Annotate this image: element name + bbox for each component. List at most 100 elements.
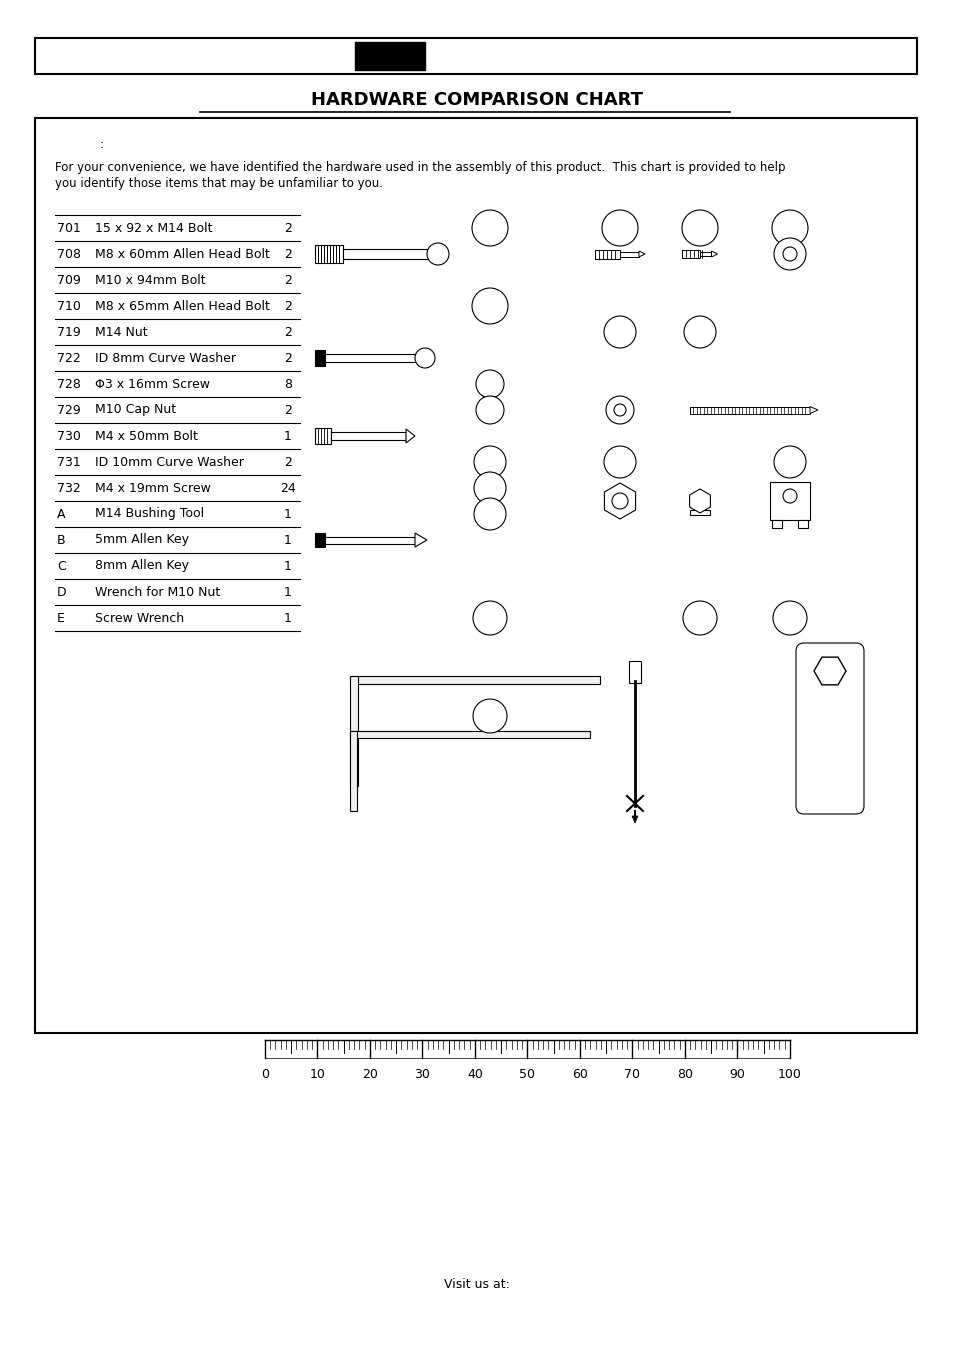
Bar <box>595 250 619 258</box>
Circle shape <box>472 209 507 246</box>
Text: 2: 2 <box>284 247 292 261</box>
Polygon shape <box>809 407 817 413</box>
Circle shape <box>476 370 503 399</box>
Text: 1: 1 <box>284 430 292 443</box>
Bar <box>769 482 809 520</box>
Bar <box>325 354 424 362</box>
Bar <box>797 520 807 528</box>
Bar <box>35 38 916 74</box>
Polygon shape <box>604 484 635 519</box>
Text: 1: 1 <box>284 585 292 598</box>
Text: 731: 731 <box>57 455 81 469</box>
Text: E: E <box>57 612 65 624</box>
Text: 0: 0 <box>261 1069 269 1081</box>
Text: 709: 709 <box>57 273 81 286</box>
Text: 30: 30 <box>415 1069 430 1081</box>
Text: 2: 2 <box>284 222 292 235</box>
Text: 40: 40 <box>467 1069 482 1081</box>
Text: M14 Bushing Tool: M14 Bushing Tool <box>95 508 204 520</box>
Text: 50: 50 <box>519 1069 535 1081</box>
Circle shape <box>474 499 505 530</box>
Text: :: : <box>100 139 104 151</box>
Text: 90: 90 <box>729 1069 744 1081</box>
Text: For your convenience, we have identified the hardware used in the assembly of th: For your convenience, we have identified… <box>55 162 784 174</box>
Text: 719: 719 <box>57 326 81 339</box>
Bar <box>343 249 437 259</box>
Text: M4 x 19mm Screw: M4 x 19mm Screw <box>95 481 211 494</box>
Text: M14 Nut: M14 Nut <box>95 326 148 339</box>
FancyBboxPatch shape <box>795 643 863 815</box>
Text: 24: 24 <box>280 481 295 494</box>
Text: B: B <box>57 534 66 547</box>
Text: 1: 1 <box>284 508 292 520</box>
Bar <box>314 245 343 263</box>
Text: M8 x 60mm Allen Head Bolt: M8 x 60mm Allen Head Bolt <box>95 247 270 261</box>
Text: ID 10mm Curve Washer: ID 10mm Curve Washer <box>95 455 244 469</box>
Bar <box>35 118 916 1034</box>
Text: 1: 1 <box>284 534 292 547</box>
Text: 80: 80 <box>677 1069 692 1081</box>
Text: Wrench for M10 Nut: Wrench for M10 Nut <box>95 585 220 598</box>
Circle shape <box>782 489 796 503</box>
Text: 1: 1 <box>284 612 292 624</box>
Text: A: A <box>57 508 66 520</box>
Text: 2: 2 <box>284 273 292 286</box>
Bar <box>689 509 709 515</box>
Text: 8mm Allen Key: 8mm Allen Key <box>95 559 189 573</box>
Text: 5mm Allen Key: 5mm Allen Key <box>95 534 189 547</box>
Bar <box>689 407 809 413</box>
Circle shape <box>614 404 625 416</box>
Bar <box>314 350 325 366</box>
Text: 60: 60 <box>572 1069 587 1081</box>
Text: M8 x 65mm Allen Head Bolt: M8 x 65mm Allen Head Bolt <box>95 300 270 312</box>
Circle shape <box>771 209 807 246</box>
Polygon shape <box>639 251 644 257</box>
Text: 710: 710 <box>57 300 81 312</box>
Circle shape <box>472 288 507 324</box>
Circle shape <box>782 247 796 261</box>
Text: 708: 708 <box>57 247 81 261</box>
Text: 20: 20 <box>362 1069 377 1081</box>
Text: 701: 701 <box>57 222 81 235</box>
Text: M4 x 50mm Bolt: M4 x 50mm Bolt <box>95 430 197 443</box>
Bar <box>350 731 356 811</box>
Text: M10 x 94mm Bolt: M10 x 94mm Bolt <box>95 273 206 286</box>
Text: Visit us at:: Visit us at: <box>443 1278 510 1292</box>
Bar <box>700 253 711 255</box>
Bar <box>628 661 640 684</box>
Bar <box>681 250 700 258</box>
Bar <box>619 251 639 257</box>
Text: 728: 728 <box>57 377 81 390</box>
Circle shape <box>601 209 638 246</box>
Text: 2: 2 <box>284 351 292 365</box>
Bar <box>350 731 589 738</box>
Text: 729: 729 <box>57 404 81 416</box>
Circle shape <box>473 601 506 635</box>
Bar <box>331 432 406 440</box>
Circle shape <box>683 316 716 349</box>
Circle shape <box>603 446 636 478</box>
Text: 722: 722 <box>57 351 81 365</box>
Circle shape <box>773 238 805 270</box>
Text: D: D <box>57 585 67 598</box>
Polygon shape <box>415 534 427 547</box>
Text: you identify those items that may be unfamiliar to you.: you identify those items that may be unf… <box>55 177 382 189</box>
Bar <box>350 676 357 786</box>
Polygon shape <box>711 251 717 257</box>
Circle shape <box>474 446 505 478</box>
Polygon shape <box>813 657 845 685</box>
Text: 1: 1 <box>284 559 292 573</box>
Polygon shape <box>631 816 638 823</box>
Text: 2: 2 <box>284 455 292 469</box>
Circle shape <box>605 396 634 424</box>
Text: 70: 70 <box>624 1069 639 1081</box>
Circle shape <box>474 471 505 504</box>
Text: HARDWARE COMPARISON CHART: HARDWARE COMPARISON CHART <box>311 91 642 109</box>
Text: 2: 2 <box>284 404 292 416</box>
Text: ID 8mm Curve Washer: ID 8mm Curve Washer <box>95 351 235 365</box>
Bar <box>771 520 781 528</box>
Text: 2: 2 <box>284 300 292 312</box>
Circle shape <box>772 601 806 635</box>
Circle shape <box>415 349 435 367</box>
Circle shape <box>682 601 717 635</box>
